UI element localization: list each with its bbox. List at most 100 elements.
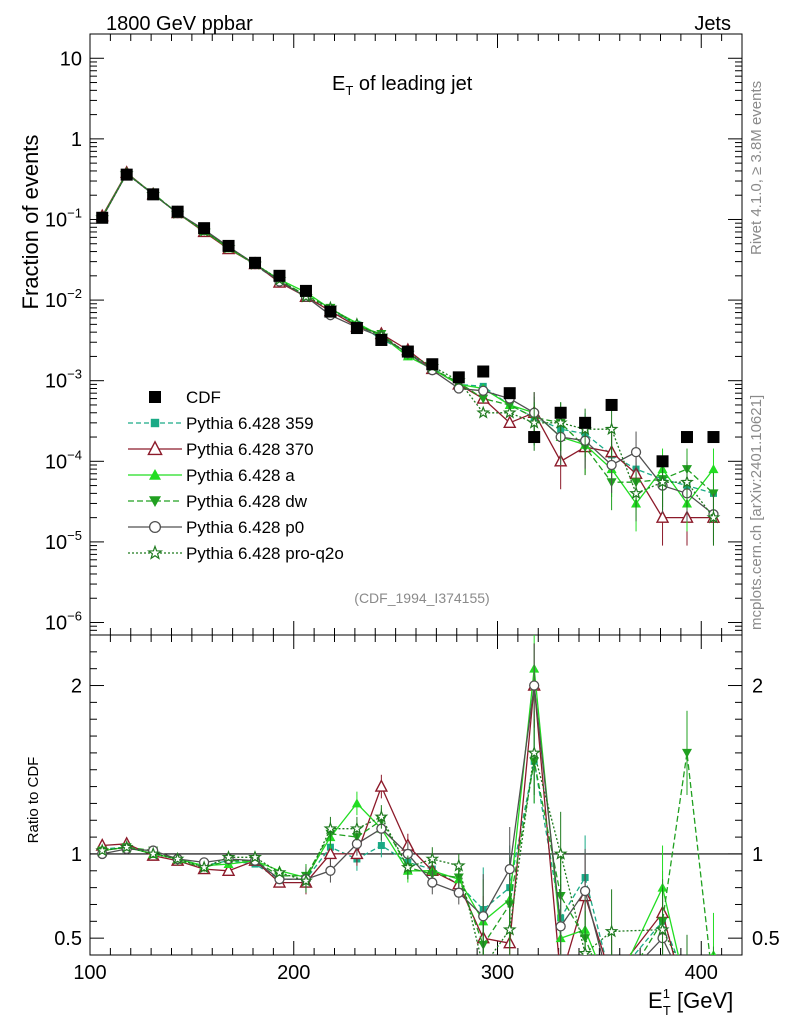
legend-marker [147, 544, 163, 560]
legend-item: Pythia 6.428 pro-q2o [128, 544, 344, 563]
data-point [655, 510, 670, 523]
ratio-y-tick-label-right: 1 [752, 844, 763, 866]
ratio-point [607, 1000, 617, 1009]
data-point [528, 431, 541, 444]
data-point [171, 205, 184, 218]
ratio-point [119, 839, 134, 854]
ratio-point [221, 850, 236, 864]
x-tick-label: 400 [685, 962, 718, 984]
data-point [504, 400, 515, 410]
ratio-point [607, 990, 617, 999]
legend-marker [149, 469, 161, 480]
y-tick-label: 10−1 [45, 205, 82, 231]
xlabel-unit: [GeV] [671, 988, 733, 1013]
data-point [606, 459, 617, 471]
ratio-point [272, 865, 287, 879]
y-tick-exponent: −5 [67, 528, 82, 543]
ratio-axes: 100 200 300 400 0.5 0.5 1 1 2 2 [54, 634, 780, 984]
legend: CDF Pythia 6.428 359 Pythia 6.428 370 Pythi… [128, 388, 344, 563]
data-point [198, 222, 211, 235]
ratio-point [325, 865, 336, 876]
ratio-point [604, 924, 619, 938]
ratio-y-tick-label: 1 [71, 844, 82, 866]
ratio-plot-area [95, 635, 717, 1009]
ratio-series-pythia-6-428-370 [95, 643, 675, 955]
data-point [553, 415, 568, 429]
ratio-point [453, 887, 464, 898]
y-tick-label: 10−3 [45, 367, 82, 393]
legend-label: Pythia 6.428 359 [186, 414, 314, 433]
legend-marker [149, 391, 161, 403]
data-point [401, 345, 414, 358]
ratio-point [374, 809, 389, 823]
x-tick-label: 200 [277, 962, 310, 984]
data-point [655, 474, 670, 489]
y-tick-exponent: −4 [67, 447, 82, 462]
data-point [426, 358, 439, 371]
plot-title-rest: of leading jet [353, 73, 472, 95]
rivet-label: Rivet 4.1.0, ≥ 3.8M events [748, 81, 765, 255]
ratio-y-tick-label-right: 0.5 [752, 928, 780, 950]
ratio-point [502, 922, 517, 936]
legend-item: Pythia 6.428 a [128, 466, 295, 485]
y-tick-base: 10 [45, 532, 67, 554]
data-point [579, 416, 592, 429]
y-tick-base: 10 [45, 371, 67, 393]
data-point [299, 284, 312, 297]
y-tick-base: 10 [45, 613, 67, 635]
ratio-series-pythia-6-428-pro-q2o [95, 710, 688, 955]
main-ylabel: Fraction of events [18, 135, 43, 310]
data-point [249, 256, 262, 269]
y-tick-label: 10−6 [45, 609, 82, 635]
plot-title-main: E [332, 73, 345, 95]
legend-label: Pythia 6.428 p0 [186, 518, 304, 537]
ratio-series-pythia-6-428-p0 [97, 643, 688, 997]
data-point [554, 406, 567, 419]
ratio-point [351, 798, 362, 808]
data-point [656, 455, 669, 468]
data-point [604, 421, 619, 436]
analysis-id: (CDF_1994_I374155) [354, 590, 489, 606]
data-point [708, 464, 719, 474]
x-tick-label: 100 [73, 962, 106, 984]
data-point [706, 510, 721, 524]
legend-item: Pythia 6.428 p0 [128, 518, 304, 537]
ratio-y-tick-label-right: 2 [752, 676, 763, 698]
ratio-panel-frame [89, 634, 743, 956]
ratio-point [655, 922, 670, 936]
xlabel-main: E [648, 988, 663, 1013]
data-point [120, 168, 133, 181]
y-tick-base: 10 [45, 451, 67, 473]
legend-label: Pythia 6.428 370 [186, 440, 314, 459]
legend-label: CDF [186, 388, 221, 407]
legend-label: Pythia 6.428 pro-q2o [186, 544, 344, 563]
legend-marker [147, 440, 163, 456]
data-point [680, 431, 693, 444]
ratio-point [197, 860, 211, 874]
legend-marker [149, 496, 161, 507]
legend-label: Pythia 6.428 a [186, 466, 295, 485]
legend-marker [148, 520, 162, 534]
plot-title-sub: T [345, 83, 353, 98]
ratio-point [170, 851, 185, 865]
legend-item: CDF [149, 388, 221, 407]
data-point [477, 365, 490, 378]
y-tick-label: 1 [71, 129, 82, 151]
ratio-y-tick-label: 2 [71, 676, 82, 698]
ratio-point [298, 873, 313, 887]
ratio-point [478, 911, 489, 922]
ratio-point [221, 863, 236, 876]
main-plot-area [95, 165, 721, 546]
data-point [630, 446, 642, 458]
series-cdf [96, 168, 720, 468]
data-point [707, 431, 720, 444]
ratio-point [607, 988, 616, 997]
ratio-point [377, 842, 385, 850]
data-point [503, 387, 516, 400]
data-point [680, 474, 694, 489]
ratio-point [425, 851, 440, 865]
y-tick-exponent: −3 [67, 367, 82, 382]
data-point [222, 239, 235, 252]
